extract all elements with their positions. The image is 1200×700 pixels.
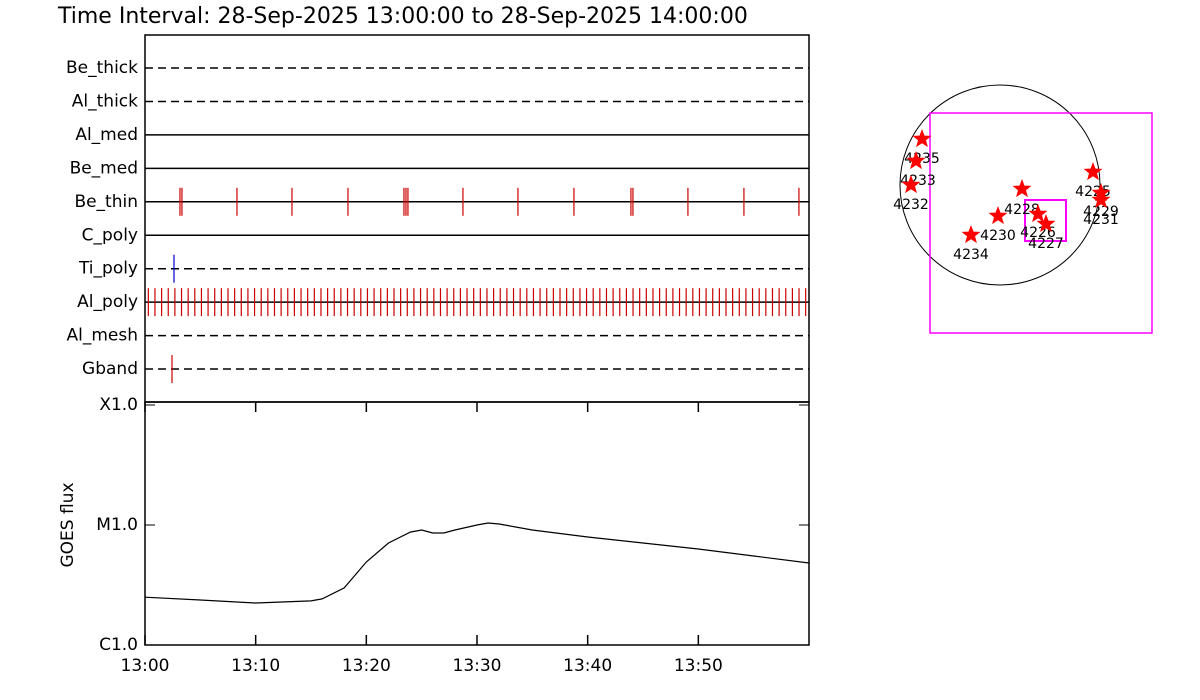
chart-title: Time Interval: 28-Sep-2025 13:00:00 to 2… <box>57 4 748 29</box>
x-tick-label: 13:10 <box>231 656 280 676</box>
region-label: 4228 <box>1004 202 1040 218</box>
row-label: Be_thin <box>74 192 138 212</box>
region-star <box>912 129 932 148</box>
solar-disk <box>899 84 1101 286</box>
region-star <box>988 206 1008 225</box>
region-label: 4234 <box>953 247 989 263</box>
region-star <box>1091 190 1111 209</box>
region-label: 4226 <box>1020 225 1056 241</box>
x-tick-label: 13:20 <box>342 656 391 676</box>
row-label: C_poly <box>82 225 138 245</box>
y-tick-label: X1.0 <box>99 395 138 415</box>
region-star <box>1028 204 1048 223</box>
region-star <box>961 225 981 244</box>
region-star <box>1036 214 1056 233</box>
fov-box <box>929 112 1153 334</box>
region-star <box>1083 162 1103 181</box>
region-star <box>901 175 921 194</box>
x-tick-label: 13:30 <box>453 656 502 676</box>
x-tick-label: 13:50 <box>674 656 723 676</box>
region-star <box>906 151 926 170</box>
row-label: Gband <box>82 359 138 379</box>
x-tick-label: 13:00 <box>121 656 170 676</box>
region-label: 4230 <box>980 228 1016 244</box>
region-label: 4229 <box>1083 204 1119 220</box>
y-tick-label: C1.0 <box>99 635 138 655</box>
row-label: Al_mesh <box>66 326 138 346</box>
region-label: 4227 <box>1028 236 1064 252</box>
x-tick-label: 13:40 <box>563 656 612 676</box>
y-tick-label: M1.0 <box>96 515 138 535</box>
region-label: 4232 <box>893 197 929 213</box>
goes-frame <box>144 401 810 646</box>
region-label: 4233 <box>900 173 936 189</box>
goes-line <box>144 522 810 604</box>
row-label: Al_med <box>75 125 138 145</box>
row-label: Al_thick <box>72 91 138 111</box>
region-star <box>1012 179 1032 198</box>
row-label: Be_thick <box>66 58 138 78</box>
row-label: Al_poly <box>77 292 138 312</box>
timeline-frame <box>144 34 810 403</box>
row-label: Ti_poly <box>78 259 138 279</box>
y-axis-label: GOES flux <box>58 482 78 567</box>
region-label: 4231 <box>1083 212 1119 228</box>
roi-box <box>1024 199 1067 242</box>
row-label: Be_med <box>70 158 138 178</box>
